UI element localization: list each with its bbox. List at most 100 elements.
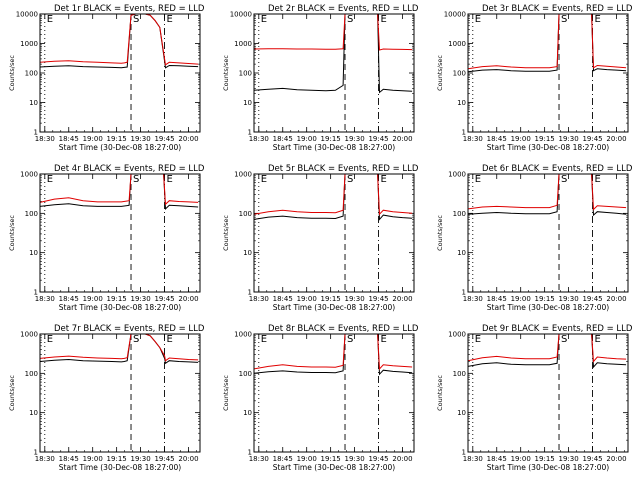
series-line-lld (253, 173, 413, 216)
panel-title: Det 9r BLACK = Events, RED = LLD (482, 324, 633, 334)
x-tick-label: 19:15 (321, 455, 341, 463)
x-tick-label: 19:00 (511, 455, 531, 463)
marker-label: E (475, 174, 481, 185)
plot-frame (253, 13, 415, 133)
y-tick-label: 1 (248, 449, 252, 457)
panel-title: Det 2r BLACK = Events, RED = LLD (268, 4, 419, 14)
x-tick-label: 18:30 (35, 455, 55, 463)
y-tick-label: 100 (25, 370, 38, 378)
plot-frame (467, 173, 629, 293)
y-tick-label: 10 (29, 249, 38, 257)
series-line-lld (39, 333, 199, 362)
x-tick-label: 19:15 (535, 135, 555, 143)
y-tick-label: 1 (462, 449, 466, 457)
marker-label: E (167, 14, 173, 25)
y-tick-label: 1000 (234, 331, 252, 339)
x-tick-label: 20:00 (178, 295, 198, 303)
x-tick-label: 18:30 (249, 135, 269, 143)
x-tick-label: 19:00 (83, 135, 103, 143)
series-line-events (253, 13, 413, 94)
y-tick-label: 100 (239, 210, 252, 218)
series-line-lld (253, 333, 413, 371)
x-tick-label: 18:45 (273, 135, 293, 143)
x-tick-label: 19:45 (154, 455, 174, 463)
marker-label: S (561, 14, 567, 25)
x-tick-label: 19:45 (582, 135, 602, 143)
x-tick-label: 18:45 (487, 295, 507, 303)
x-tick-label: 20:00 (178, 135, 198, 143)
series-line-lld (467, 333, 627, 363)
y-axis-label: Counts/sec (8, 375, 16, 411)
y-tick-label: 1000 (448, 331, 466, 339)
detector-panel-7: Det 7r BLACK = Events, RED = LLD 1 10 100 10… (8, 324, 205, 472)
detector-panel-5: Det 5r BLACK = Events, RED = LLD 1 10 100 10… (222, 164, 419, 312)
panel-title: Det 5r BLACK = Events, RED = LLD (268, 164, 419, 174)
y-tick-label: 100 (453, 210, 466, 218)
y-tick-label: 1 (248, 129, 252, 137)
panel-title: Det 1r BLACK = Events, RED = LLD (54, 4, 205, 14)
x-tick-label: 19:30 (559, 295, 579, 303)
x-tick-label: 19:15 (107, 135, 127, 143)
x-tick-label: 19:30 (559, 135, 579, 143)
panel-title: Det 3r BLACK = Events, RED = LLD (482, 4, 633, 14)
x-tick-label: 18:45 (487, 135, 507, 143)
y-axis-label: Counts/sec (436, 215, 444, 251)
y-tick-label: 1000 (20, 331, 38, 339)
y-tick-label: 100 (453, 370, 466, 378)
y-tick-label: 1000 (234, 171, 252, 179)
marker-label: S (133, 14, 139, 25)
detector-panel-4: Det 4r BLACK = Events, RED = LLD 1 10 100 10… (8, 164, 205, 312)
y-tick-label: 1 (248, 289, 252, 297)
marker-label: E (261, 334, 267, 345)
x-tick-label: 19:30 (345, 295, 365, 303)
y-axis-label: Counts/sec (436, 55, 444, 91)
panel-title: Det 7r BLACK = Events, RED = LLD (54, 324, 205, 334)
panel-title: Det 8r BLACK = Events, RED = LLD (268, 324, 419, 334)
plot-frame (467, 13, 629, 133)
marker-label: E (47, 334, 53, 345)
x-tick-label: 20:00 (606, 135, 626, 143)
marker-label: S (347, 334, 353, 345)
panel-title: Det 4r BLACK = Events, RED = LLD (54, 164, 205, 174)
series-line-events (467, 173, 627, 217)
x-tick-label: 18:30 (463, 295, 483, 303)
marker-label: E (475, 14, 481, 25)
y-tick-label: 10 (29, 99, 38, 107)
x-tick-label: 20:00 (606, 455, 626, 463)
detector-panel-8: Det 8r BLACK = Events, RED = LLD 1 10 100 10… (222, 324, 419, 472)
marker-label: E (595, 334, 601, 345)
x-tick-label: 20:00 (392, 295, 412, 303)
x-axis-label: Start Time (30-Dec-08 18:27:00) (273, 143, 395, 152)
x-tick-label: 19:45 (368, 295, 388, 303)
x-tick-label: 19:00 (83, 455, 103, 463)
y-tick-label: 10 (29, 409, 38, 417)
y-tick-label: 1 (34, 129, 38, 137)
marker-label: E (47, 14, 53, 25)
x-tick-label: 18:30 (249, 455, 269, 463)
series-line-lld (467, 173, 627, 211)
x-tick-label: 19:30 (345, 135, 365, 143)
x-tick-label: 19:15 (535, 295, 555, 303)
x-tick-label: 19:15 (107, 295, 127, 303)
x-tick-label: 20:00 (392, 455, 412, 463)
series-line-lld (39, 173, 199, 206)
y-tick-label: 100 (25, 70, 38, 78)
marker-label: S (347, 174, 353, 185)
y-axis-label: Counts/sec (222, 375, 230, 411)
x-tick-label: 19:00 (511, 135, 531, 143)
marker-label: S (561, 334, 567, 345)
x-tick-label: 20:00 (606, 295, 626, 303)
x-axis-label: Start Time (30-Dec-08 18:27:00) (59, 303, 181, 312)
x-axis-label: Start Time (30-Dec-08 18:27:00) (273, 303, 395, 312)
x-tick-label: 19:45 (368, 455, 388, 463)
y-tick-label: 1 (34, 449, 38, 457)
x-axis-label: Start Time (30-Dec-08 18:27:00) (273, 463, 395, 472)
y-tick-label: 1 (34, 289, 38, 297)
y-tick-label: 10 (243, 249, 252, 257)
detector-panel-6: Det 6r BLACK = Events, RED = LLD 1 10 100 10… (436, 164, 633, 312)
x-tick-label: 18:45 (59, 135, 79, 143)
x-tick-label: 20:00 (392, 135, 412, 143)
marker-label: E (167, 334, 173, 345)
y-tick-label: 10 (457, 249, 466, 257)
